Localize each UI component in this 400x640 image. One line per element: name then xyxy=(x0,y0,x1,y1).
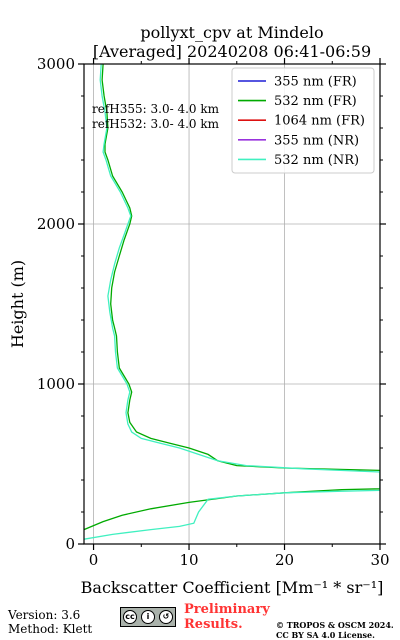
chart-title-line2: [Averaged] 20240208 06:41-06:59 xyxy=(93,42,371,61)
legend-label: 1064 nm (FR) xyxy=(274,114,365,129)
backscatter-chart: pollyxt_cpv at Mindelo [Averaged] 202402… xyxy=(8,23,390,597)
share-alike-icon: ↺ xyxy=(159,610,173,624)
x-tick-label: 20 xyxy=(275,551,294,569)
y-tick-label: 0 xyxy=(65,535,75,553)
legend-label: 532 nm (NR) xyxy=(274,153,359,168)
copyright-notice: © TROPOS & OSCM 2024. CC BY SA 4.0 Licen… xyxy=(276,620,400,640)
axes: 0 10 20 30 0 1000 2000 3000 xyxy=(37,55,390,569)
attribution-icon: i xyxy=(141,610,155,624)
series-line-1 xyxy=(84,64,380,531)
legend-label: 355 nm (NR) xyxy=(274,133,359,148)
copyright-line2: CC BY SA 4.0 License. xyxy=(276,630,375,640)
x-tick-label: 10 xyxy=(179,551,198,569)
y-tick-label: 3000 xyxy=(37,55,75,73)
legend-label: 532 nm (FR) xyxy=(274,94,357,109)
y-tick-label: 2000 xyxy=(37,215,75,233)
prelim-line1: Preliminary xyxy=(184,602,270,617)
cc-icon: cc xyxy=(123,610,137,624)
x-tick-label: 30 xyxy=(370,551,389,569)
y-axis-label: Height (m) xyxy=(8,260,27,348)
data-series xyxy=(84,64,380,540)
chart-title-line1: pollyxt_cpv at Mindelo xyxy=(140,23,323,42)
prelim-line2: Results. xyxy=(184,617,243,632)
version-text: Version: 3.6 xyxy=(8,608,81,622)
legend-label: 355 nm (FR) xyxy=(274,75,357,90)
ref-height-annotation: refH355: 3.0- 4.0 km xyxy=(92,102,220,116)
plot-frame xyxy=(83,63,381,545)
method-text: Method: Klett xyxy=(8,622,93,636)
cc-license-badge: cc i ↺ xyxy=(120,607,176,627)
copyright-line1: © TROPOS & OSCM 2024. xyxy=(276,620,394,630)
ref-height-annotation: refH532: 3.0- 4.0 km xyxy=(92,117,220,131)
x-tick-label: 0 xyxy=(89,551,99,569)
preliminary-results-notice: Preliminary Results. xyxy=(184,602,284,632)
legend: 355 nm (FR) 532 nm (FR) 1064 nm (FR) 355 nm… xyxy=(231,67,375,174)
legend-box xyxy=(231,67,375,174)
series-line-4 xyxy=(84,64,380,540)
y-tick-label: 1000 xyxy=(37,375,75,393)
x-axis-label: Backscatter Coefficient [Mm⁻¹ * sr⁻¹] xyxy=(81,578,384,597)
